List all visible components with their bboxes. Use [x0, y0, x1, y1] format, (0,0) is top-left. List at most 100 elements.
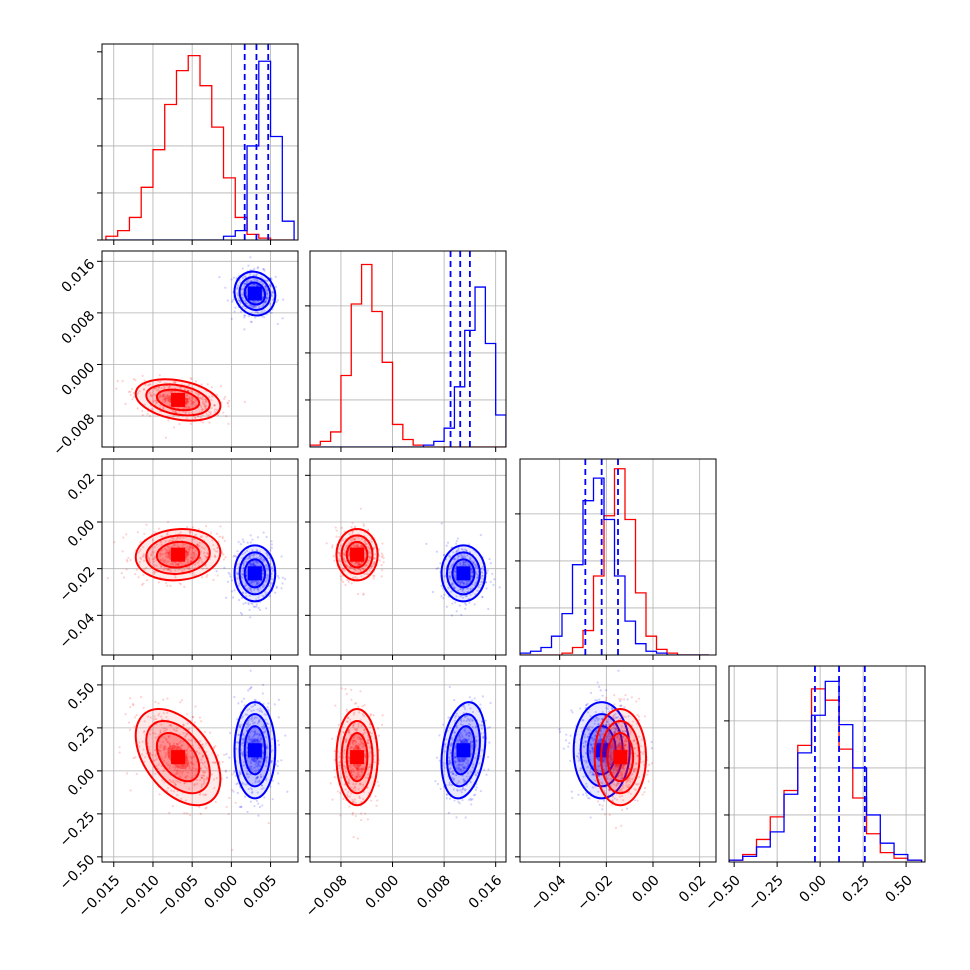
scatter-point	[182, 536, 185, 539]
scatter-point	[213, 554, 217, 557]
scatter-point	[263, 269, 266, 272]
contour-line	[134, 378, 222, 422]
scatter-point	[453, 558, 456, 561]
y-tick-label: 0.00	[65, 766, 98, 799]
scatter-point	[334, 704, 337, 707]
scatter-point	[246, 549, 249, 553]
scatter-point	[191, 526, 195, 529]
scatter-point	[213, 411, 217, 414]
scatter-point	[165, 548, 168, 551]
scatter-point	[275, 585, 278, 588]
scatter-point	[232, 555, 235, 558]
scatter-point	[124, 713, 127, 716]
scatter-point	[362, 522, 365, 526]
scatter-point	[191, 547, 195, 550]
scatter-point	[185, 394, 189, 398]
scatter-point	[354, 575, 357, 579]
scatter-point	[354, 545, 357, 548]
scatter-point	[193, 563, 197, 566]
scatter-point	[148, 414, 151, 418]
scatter-point	[350, 561, 353, 564]
scatter-point	[487, 607, 490, 611]
scatter-point	[248, 608, 251, 612]
scatter-point	[231, 299, 234, 302]
scatter-point	[250, 304, 253, 307]
plot-area	[558, 669, 654, 830]
scatter-point	[270, 566, 273, 569]
scatter-point	[188, 814, 192, 817]
scatter-point	[262, 268, 265, 271]
scatter-point	[159, 553, 162, 556]
scatter-point	[256, 300, 259, 303]
scatter-point	[257, 802, 260, 805]
scatter-point	[336, 790, 339, 793]
scatter-point	[255, 605, 258, 608]
scatter-point	[166, 534, 169, 537]
scatter-point	[475, 572, 478, 576]
scatter-point	[473, 697, 476, 700]
scatter-point	[481, 571, 484, 574]
scatter-point	[159, 565, 163, 568]
scatter-point	[199, 557, 202, 560]
scatter-point	[231, 579, 234, 582]
scatter-point	[364, 541, 367, 544]
scatter-point	[170, 391, 173, 394]
scatter-point	[255, 603, 258, 606]
scatter-point	[190, 556, 193, 559]
scatter-point	[240, 293, 244, 296]
scatter-point	[448, 574, 451, 577]
scatter-point	[365, 563, 368, 566]
scatter-point	[185, 417, 189, 420]
scatter-point	[265, 535, 268, 539]
scatter-point	[200, 383, 203, 386]
scatter-point	[265, 569, 268, 572]
scatter-point	[164, 552, 167, 555]
scatter-point	[440, 522, 443, 525]
scatter-point	[261, 594, 264, 597]
scatter-point	[219, 385, 222, 388]
scatter-point	[241, 752, 244, 756]
scatter-point	[192, 571, 195, 575]
scatter-point	[189, 422, 192, 425]
scatter-point	[361, 567, 364, 570]
scatter-point	[230, 590, 234, 593]
scatter-point	[250, 554, 253, 557]
scatter-point	[193, 721, 197, 724]
scatter-point	[489, 701, 492, 705]
scatter-point	[171, 409, 174, 412]
scatter-point	[266, 573, 269, 577]
scatter-point	[127, 721, 131, 724]
scatter-point	[189, 530, 192, 533]
scatter-point	[165, 561, 168, 564]
scatter-point	[215, 570, 218, 573]
panel-frame	[309, 458, 507, 656]
scatter-point	[198, 716, 202, 719]
scatter-point	[354, 568, 357, 572]
scatter-point	[462, 563, 465, 566]
scatter-point	[242, 562, 245, 566]
scatter-point	[372, 577, 375, 580]
scatter-point	[106, 577, 109, 580]
scatter-point	[359, 563, 362, 566]
scatter-point	[450, 582, 454, 585]
scatter-point	[425, 542, 428, 545]
scatter-point	[249, 800, 253, 803]
scatter-point	[463, 555, 466, 558]
scatter-point	[360, 544, 363, 548]
scatter-point	[474, 571, 478, 574]
scatter-point	[193, 416, 197, 419]
scatter-point	[233, 589, 236, 592]
scatter-point	[173, 381, 176, 384]
scatter-point	[473, 564, 477, 567]
scatter-point	[463, 563, 466, 566]
scatter-point	[190, 402, 193, 406]
scatter-point	[255, 581, 259, 585]
scatter-point	[333, 559, 336, 562]
scatter-point	[468, 580, 471, 583]
scatter-point	[243, 328, 246, 331]
scatter-point	[246, 572, 249, 576]
scatter-point	[373, 562, 376, 566]
scatter-point	[198, 396, 201, 399]
scatter-point	[247, 315, 250, 318]
scatter-point	[201, 421, 205, 424]
